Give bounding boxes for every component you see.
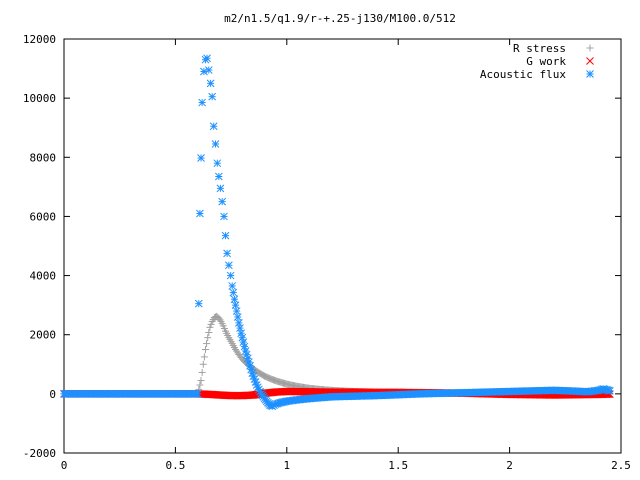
data-point xyxy=(196,209,204,218)
axis-ticks: 0 0.5 1 1.5 2 2.5 -2000 0 2000 4000 6000 8000 10000 1… xyxy=(23,33,631,472)
legend-marker xyxy=(586,44,594,52)
data-point xyxy=(196,381,204,389)
data-point xyxy=(197,377,205,385)
data-point xyxy=(198,98,206,107)
data-point xyxy=(204,334,212,342)
x-tick-label: 1.5 xyxy=(388,459,408,472)
data-point xyxy=(213,159,222,168)
series-r-stress xyxy=(60,312,614,398)
y-tick-label: 0 xyxy=(49,388,56,401)
y-tick-label: 2000 xyxy=(30,329,57,342)
x-tick-label: 1 xyxy=(283,459,290,472)
data-point xyxy=(232,307,241,315)
data-point xyxy=(205,328,213,336)
data-point xyxy=(233,313,242,321)
data-point xyxy=(220,212,228,221)
data-point xyxy=(225,261,233,270)
data-point xyxy=(206,323,214,331)
data-point xyxy=(216,316,224,324)
data-point xyxy=(209,122,218,131)
data-point xyxy=(201,346,209,353)
y-tick-label: 8000 xyxy=(30,151,57,164)
data-point xyxy=(207,320,215,328)
y-tick-label: 12000 xyxy=(23,33,56,46)
data-point xyxy=(197,154,205,162)
data-point xyxy=(231,301,240,309)
data-point xyxy=(236,324,244,332)
x-tick-label: 2.5 xyxy=(611,459,631,472)
x-tick-label: 0 xyxy=(61,459,68,472)
x-tick-label: 0.5 xyxy=(165,459,185,472)
data-point xyxy=(203,340,211,348)
data-point xyxy=(606,387,614,395)
data-point xyxy=(237,329,245,338)
data-point xyxy=(216,184,225,193)
data-point xyxy=(211,140,220,148)
legend-label: R stress xyxy=(513,42,566,55)
data-point xyxy=(199,360,207,368)
y-tick-label: 6000 xyxy=(30,210,57,223)
data-point xyxy=(223,249,231,258)
x-tick-label: 2 xyxy=(506,459,513,472)
data-point xyxy=(200,353,208,361)
data-point xyxy=(239,338,248,346)
data-point xyxy=(203,54,211,63)
data-point xyxy=(235,319,243,327)
data-point xyxy=(194,299,203,308)
data-point xyxy=(208,92,217,101)
data-point xyxy=(204,66,213,74)
data-point xyxy=(206,79,215,88)
y-tick-label: 10000 xyxy=(23,92,56,105)
data-point xyxy=(229,288,238,297)
data-point xyxy=(238,333,247,342)
data-point xyxy=(230,295,239,304)
legend-label: Acoustic flux xyxy=(480,68,566,81)
y-tick-label: -2000 xyxy=(23,447,56,460)
data-point xyxy=(221,231,230,240)
data-point xyxy=(214,172,223,181)
data-point xyxy=(198,368,206,376)
data-point xyxy=(218,197,227,206)
data-point xyxy=(240,342,249,351)
data-point xyxy=(193,390,202,398)
data-point xyxy=(228,282,237,290)
legend-marker xyxy=(586,57,594,65)
data-point xyxy=(200,67,208,76)
legend-marker xyxy=(586,70,594,78)
data-marks xyxy=(60,54,614,411)
y-tick-label: 4000 xyxy=(30,270,57,283)
data-point xyxy=(226,271,235,280)
legend-label: G work xyxy=(526,55,566,68)
plot-frame xyxy=(63,38,622,454)
chart-title: m2/n1.5/q1.9/r-+.25-j130/M100.0/512 xyxy=(224,12,456,25)
series-acoustic-flux xyxy=(60,54,614,411)
